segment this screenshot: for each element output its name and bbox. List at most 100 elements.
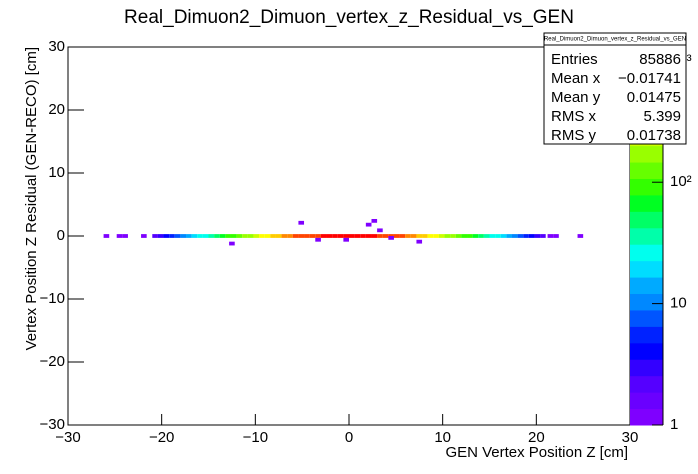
cell	[157, 234, 164, 238]
cell	[197, 234, 203, 238]
stats-name: Mean x	[551, 70, 601, 87]
cell	[259, 234, 265, 238]
palette-swatch	[630, 408, 663, 426]
cell	[292, 234, 299, 238]
cell	[382, 234, 389, 238]
cell	[315, 237, 321, 242]
z-tick-label: 1	[670, 416, 678, 433]
cell	[320, 234, 327, 238]
cell	[247, 234, 254, 238]
cell	[416, 239, 423, 244]
palette-swatch	[630, 392, 663, 410]
x-tick-label: −10	[243, 429, 268, 446]
cell	[399, 234, 406, 238]
palette-swatch	[630, 162, 663, 179]
cell	[103, 234, 110, 238]
cell	[208, 234, 215, 238]
cell	[450, 234, 456, 238]
y-tick-label: 0	[57, 227, 65, 244]
palette-swatch	[630, 359, 663, 377]
cell	[253, 234, 260, 238]
x-tick-label: −20	[149, 429, 174, 446]
cell	[163, 234, 170, 238]
plot-area	[103, 218, 584, 246]
cell	[270, 234, 276, 238]
cell	[523, 234, 529, 238]
cell	[577, 234, 584, 238]
cell	[332, 234, 338, 238]
chart-title: Real_Dimuon2_Dimuon_vertex_z_Residual_vs…	[124, 7, 574, 28]
cell	[553, 234, 559, 238]
cell	[169, 234, 175, 238]
cell	[461, 234, 468, 238]
stats-name: RMS x	[551, 108, 597, 125]
palette-swatch	[630, 309, 663, 327]
y-tick-label: 20	[48, 101, 65, 118]
cell	[230, 234, 237, 238]
palette-swatch	[630, 260, 663, 278]
cell	[122, 234, 128, 238]
cell	[304, 234, 310, 238]
cell	[354, 234, 361, 238]
cell	[236, 234, 243, 238]
cell	[242, 234, 248, 238]
cell	[264, 234, 271, 238]
cell	[427, 234, 434, 238]
z-tick-label: 10	[670, 295, 687, 312]
cell	[410, 234, 417, 238]
cell	[219, 234, 226, 238]
cell	[360, 234, 366, 238]
y-tick-label: −30	[40, 416, 65, 433]
palette-swatch	[630, 293, 663, 311]
cell	[214, 234, 220, 238]
cell	[517, 234, 524, 238]
cell	[229, 241, 235, 246]
cell	[180, 234, 187, 238]
cell	[191, 234, 198, 238]
y-tick-label: 10	[48, 164, 65, 181]
palette-swatch	[630, 211, 663, 229]
palette-swatch	[630, 227, 663, 245]
cell	[500, 234, 507, 238]
cell	[365, 234, 372, 238]
cell	[202, 234, 209, 238]
cell	[116, 234, 123, 238]
cell	[343, 234, 349, 238]
cell	[528, 234, 535, 238]
cell	[472, 234, 479, 238]
stats-value: −0.01741	[618, 70, 681, 87]
x-tick-label: 0	[345, 429, 353, 446]
cell	[405, 234, 411, 238]
cell	[343, 237, 349, 242]
palette-swatch	[630, 375, 663, 393]
cell	[365, 222, 372, 227]
stats-value: 5.399	[643, 108, 681, 125]
cell	[174, 234, 181, 238]
cell	[444, 234, 451, 238]
cell	[309, 234, 316, 238]
palette-swatch	[630, 244, 663, 262]
palette-swatch	[630, 145, 663, 163]
cell	[315, 234, 321, 238]
cell	[495, 234, 501, 238]
palette-swatch	[630, 277, 663, 295]
cell	[540, 234, 546, 238]
y-tick-label: −10	[40, 290, 65, 307]
cell	[393, 234, 400, 238]
cell	[455, 234, 462, 238]
palette-swatch	[630, 342, 663, 360]
cell	[225, 234, 231, 238]
cell	[371, 218, 378, 223]
y-axis-title: Vertex Position Z Residual (GEN-RECO) [c…	[23, 47, 40, 350]
cell	[547, 234, 554, 238]
cell	[298, 220, 305, 225]
cell	[326, 234, 333, 238]
y-tick-label: 30	[48, 38, 65, 55]
cell	[483, 234, 490, 238]
stats-title: Real_Dimuon2_Dimuon_vertex_z_Residual_vs…	[544, 37, 686, 43]
stats-name: RMS y	[551, 127, 597, 144]
stats-value: 0.01738	[627, 127, 681, 144]
y-tick-label: −20	[40, 353, 65, 370]
stats-value: 85886	[639, 51, 681, 68]
cell	[467, 234, 473, 238]
